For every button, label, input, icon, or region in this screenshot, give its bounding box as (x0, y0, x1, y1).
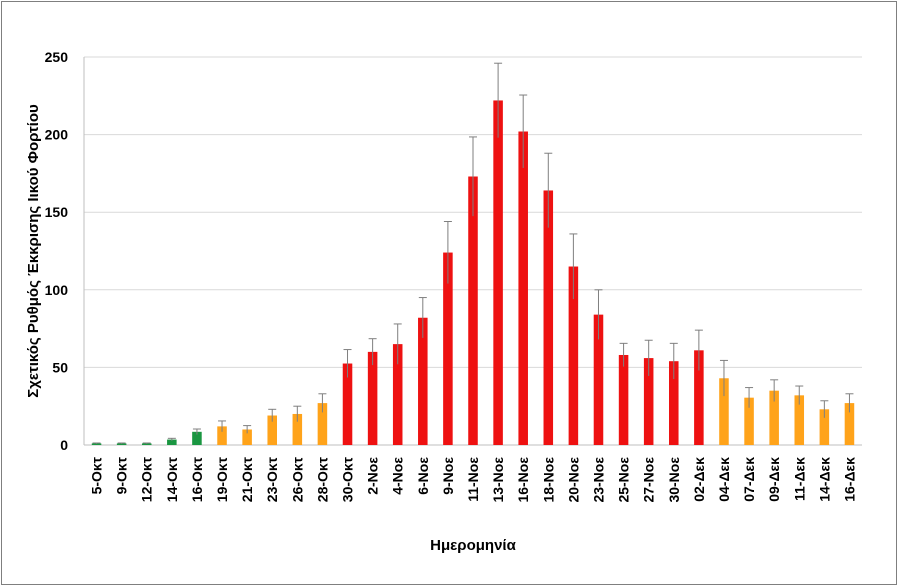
bar (116, 443, 127, 445)
bar (342, 363, 353, 445)
y-tick-label: 50 (52, 359, 68, 375)
x-tick-label: 18-Νοε (540, 457, 556, 503)
x-tick-label: 28-Οκτ (314, 456, 330, 502)
y-axis-title: Σχετικός Ρυθμός Έκκρισης Ιικού Φορτίου (25, 104, 42, 398)
x-tick-label: 11-Νοε (465, 457, 481, 502)
bar (242, 429, 252, 445)
bar (568, 266, 579, 445)
bar (643, 358, 654, 445)
bar (769, 390, 779, 445)
bar (217, 426, 227, 445)
x-tick-labels: 5-Οκτ 9-Οκτ 12-Οκτ 14-Οκτ 16-Οκτ 19-Οκτ 21-Οκτ… (89, 456, 858, 502)
bar (719, 378, 729, 445)
x-tick-label: 19-Οκτ (214, 456, 230, 502)
bar (844, 403, 855, 445)
gridlines (83, 56, 862, 446)
error-bars (92, 62, 854, 444)
bar (543, 190, 554, 445)
x-tick-label: 6-Νοε (415, 457, 431, 495)
x-tick-label: 14-Οκτ (164, 456, 180, 502)
x-tick-label: 30-Οκτ (340, 456, 356, 502)
x-tick-label: 14-Δεκ (816, 457, 832, 502)
bar (794, 395, 805, 445)
bars (91, 100, 855, 446)
y-tick-label: 200 (45, 127, 69, 143)
y-tick-label: 0 (60, 437, 68, 453)
x-tick-label: 16-Δεκ (841, 457, 857, 502)
x-tick-label: 5-Οκτ (89, 456, 105, 494)
x-tick-label: 12-Οκτ (139, 456, 155, 502)
x-tick-label: 2-Νοε (365, 457, 381, 495)
x-tick-label: 04-Δεκ (716, 457, 732, 502)
bar (91, 443, 102, 445)
x-tick-label: 13-Νοε (490, 457, 506, 503)
bar (292, 413, 303, 445)
x-tick-label: 16-Νοε (515, 457, 531, 503)
bar (267, 415, 277, 445)
x-tick-label: 20-Νοε (565, 457, 581, 503)
x-tick-label: 11-Δεκ (791, 457, 807, 501)
bar (367, 351, 378, 445)
x-tick-label: 30-Νοε (666, 457, 682, 503)
x-tick-label: 9-Οκτ (114, 456, 130, 494)
y-tick-label: 100 (45, 282, 69, 298)
x-tick-label: 16-Οκτ (189, 456, 205, 502)
bar (518, 131, 528, 445)
bar (493, 100, 503, 446)
x-tick-label: 26-Οκτ (289, 456, 305, 502)
y-tick-label: 250 (45, 49, 69, 65)
x-tick-label: 25-Νοε (616, 457, 632, 503)
bar (618, 354, 629, 445)
x-tick-label: 02-Δεκ (691, 457, 707, 502)
bar (744, 397, 754, 445)
bar (443, 252, 453, 445)
bar (141, 443, 152, 445)
bar (192, 431, 202, 445)
x-tick-label: 23-Νοε (590, 457, 606, 503)
bar (593, 314, 604, 445)
bar (167, 439, 177, 445)
x-tick-label: 07-Δεκ (741, 457, 757, 502)
x-tick-label: 21-Οκτ (239, 456, 255, 502)
bar (317, 403, 328, 445)
bar (669, 361, 679, 445)
x-tick-label: 27-Νοε (641, 457, 657, 503)
bar (392, 344, 403, 445)
y-tick-label: 150 (45, 204, 69, 220)
bar (694, 350, 704, 445)
bar (418, 317, 428, 445)
x-tick-label: 4-Νοε (390, 457, 406, 495)
bar (468, 176, 478, 445)
y-tick-labels: 0 50 100 150 200 250 (45, 49, 69, 453)
bar (819, 409, 830, 445)
x-tick-label: 23-Οκτ (264, 456, 280, 502)
x-tick-label: 9-Νοε (440, 457, 456, 495)
x-axis-title: Ημερομηνία (430, 537, 516, 554)
x-tick-label: 09-Δεκ (766, 457, 782, 502)
